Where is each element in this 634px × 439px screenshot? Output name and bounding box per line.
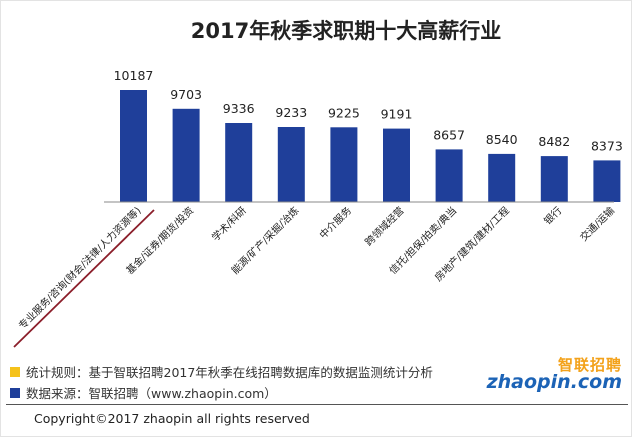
value-labels-group: 10187 9703 9336 9233 9225 9191 8657 8540 8482 837… [114,68,623,153]
value-label: 8657 [433,127,465,142]
value-label: 9233 [275,105,307,120]
value-label: 8482 [538,134,570,149]
bar [330,127,358,202]
category-label: 中介服务 [317,204,354,241]
category-label: 银行 [541,204,564,227]
footer-divider [6,404,628,405]
bar [540,156,568,202]
bar [277,127,305,202]
bars-group [120,90,621,202]
logo-english-text: zhaopin.com [486,371,622,393]
category-label: 学术/科研 [209,204,249,244]
value-label: 10187 [114,68,154,83]
category-label: 交通/运输 [577,204,617,244]
blue-square-icon [10,387,20,398]
zhaopin-logo: 智联招聘 zhaopin.com [487,354,628,400]
value-label: 9336 [223,101,255,116]
logo-chinese-text: 智联招聘 [557,356,622,374]
value-label: 9703 [170,87,202,102]
value-label: 8540 [486,132,518,147]
footer: 统计规则：基于智联招聘2017年秋季在线招聘数据库的数据监测统计分析 数据来源：… [0,350,634,439]
statistics-rule-text: 统计规则：基于智联招聘2017年秋季在线招聘数据库的数据监测统计分析 [26,365,433,380]
highlight-underline [13,209,155,348]
data-source-note: 数据来源：智联招聘（www.zhaopin.com） [10,383,277,402]
value-label: 9225 [328,105,360,120]
copyright-text: Copyright©2017 zhaopin all rights reserv… [34,411,310,426]
yellow-square-icon [10,366,20,377]
category-label: 跨领域经营 [362,204,407,249]
bar [225,123,253,202]
bar [172,108,200,202]
category-labels-group: 专业服务/咨询(财会/法律/人力资源等)基金/证券/期货/投资 学术/科研能源/矿… [16,204,617,332]
data-source-text: 数据来源：智联招聘（www.zhaopin.com） [26,386,277,401]
chart-title: 2017年秋季求职期十大高薪行业 [191,19,501,43]
bar [488,153,516,202]
bar [593,160,621,202]
value-label: 8373 [591,138,623,153]
bar [435,149,463,202]
statistics-rule-note: 统计规则：基于智联招聘2017年秋季在线招聘数据库的数据监测统计分析 [10,362,433,381]
bar [383,128,410,202]
value-label: 9191 [381,107,413,122]
bar [120,90,147,202]
category-label: 专业服务/咨询(财会/法律/人力资源等) [16,204,144,332]
bar-chart: 2017年秋季求职期十大高薪行业 10187 9703 9336 9233 9225 91… [13,19,623,348]
